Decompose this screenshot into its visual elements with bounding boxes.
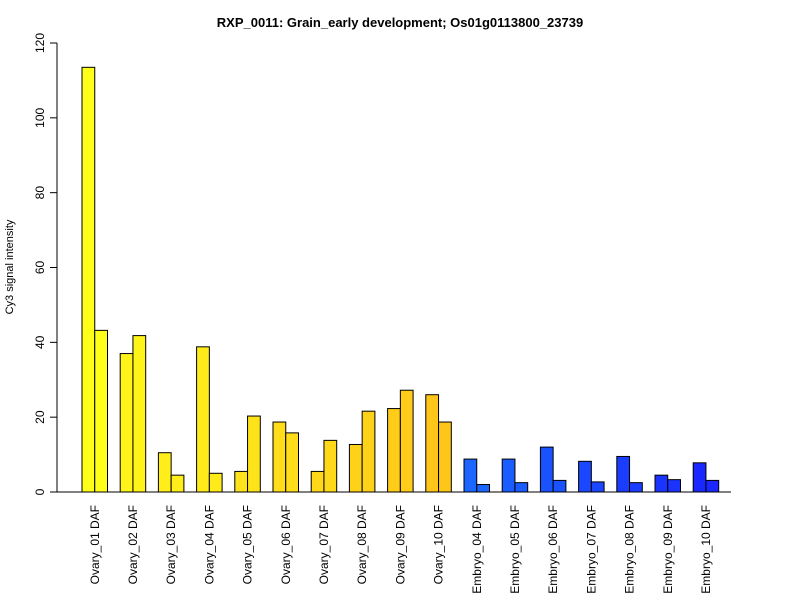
bar-ovary-08-daf-s1 <box>348 443 363 493</box>
bar-ovary-03-daf-s2 <box>170 474 185 493</box>
x-tick-label: Embryo_06 DAF <box>546 505 560 594</box>
bar-ovary-05-daf-s2 <box>247 415 261 493</box>
x-tick-label: Ovary_03 DAF <box>164 505 178 584</box>
y-tick-label: 100 <box>33 108 47 128</box>
bar-ovary-09-daf-s2 <box>399 389 414 493</box>
chart-title: RXP_0011: Grain_early development; Os01g… <box>217 15 583 30</box>
x-tick-label: Embryo_08 DAF <box>623 505 637 594</box>
bar-embryo-04-daf-s2 <box>476 484 490 493</box>
y-tick-label: 80 <box>33 186 47 200</box>
category-labels: Ovary_01 DAF Ovary_02 DAF Ovary_03 DAF Ovar… <box>88 505 713 594</box>
bar-ovary-02-daf-s1 <box>119 353 134 493</box>
bar-ovary-09-daf-s1 <box>387 408 401 493</box>
x-tick-label: Ovary_08 DAF <box>355 505 369 584</box>
bar-ovary-04-daf-s2 <box>208 472 223 493</box>
bar-ovary-10-daf-s2 <box>438 421 452 493</box>
bar-embryo-09-daf-s1 <box>654 474 669 493</box>
bars <box>81 66 720 493</box>
y-axis-label: Cy3 signal intensity <box>4 219 16 314</box>
bar-ovary-02-daf-s2 <box>132 335 147 493</box>
y-tick-label: 120 <box>33 33 47 53</box>
bar-embryo-08-daf-s1 <box>616 455 631 493</box>
x-tick-label: Ovary_04 DAF <box>202 505 216 584</box>
x-tick-label: Ovary_01 DAF <box>88 505 102 584</box>
y-axis: 0 20 40 60 80 100 120 <box>33 33 58 495</box>
x-tick-label: Embryo_10 DAF <box>699 505 713 594</box>
bar-embryo-05-daf-s1 <box>501 458 516 493</box>
bar-embryo-06-daf-s2 <box>552 479 567 493</box>
bar-embryo-09-daf-s2 <box>667 479 681 493</box>
bar-ovary-05-daf-s1 <box>234 470 249 493</box>
x-tick-label: Embryo_04 DAF <box>470 505 484 594</box>
bar-embryo-07-daf-s1 <box>578 460 592 493</box>
bar-ovary-01-daf-s1 <box>81 66 96 493</box>
bar-embryo-06-daf-s1 <box>539 446 554 493</box>
bar-ovary-06-daf-s2 <box>285 432 299 493</box>
x-tick-label: Embryo_07 DAF <box>584 505 598 594</box>
bar-embryo-08-daf-s2 <box>629 482 643 493</box>
bar-embryo-10-daf-s2 <box>705 479 720 493</box>
y-tick-label: 40 <box>33 335 47 349</box>
x-tick-label: Ovary_10 DAF <box>432 505 446 584</box>
bar-ovary-01-daf-s2 <box>94 329 108 493</box>
bar-ovary-07-daf-s2 <box>323 439 338 493</box>
y-tick-label: 20 <box>33 410 47 424</box>
bar-ovary-10-daf-s1 <box>425 394 440 493</box>
bar-ovary-07-daf-s1 <box>310 470 325 493</box>
bar-embryo-10-daf-s1 <box>692 462 707 493</box>
x-tick-label: Ovary_07 DAF <box>317 505 331 584</box>
x-tick-label: Ovary_09 DAF <box>393 505 407 584</box>
x-tick-label: Embryo_05 DAF <box>508 505 522 594</box>
bar-ovary-06-daf-s1 <box>272 421 287 493</box>
x-tick-label: Ovary_05 DAF <box>241 505 255 584</box>
bar-ovary-08-daf-s2 <box>361 410 376 493</box>
bar-embryo-07-daf-s2 <box>590 481 605 493</box>
bar-embryo-05-daf-s2 <box>514 482 529 493</box>
y-tick-label: 60 <box>33 261 47 275</box>
y-tick-label: 0 <box>33 488 47 495</box>
bar-embryo-04-daf-s1 <box>463 458 478 493</box>
bar-ovary-04-daf-s1 <box>196 346 210 493</box>
x-tick-label: Embryo_09 DAF <box>661 505 675 594</box>
bar-ovary-03-daf-s1 <box>157 452 172 493</box>
x-tick-label: Ovary_02 DAF <box>126 505 140 584</box>
x-tick-label: Ovary_06 DAF <box>279 505 293 584</box>
